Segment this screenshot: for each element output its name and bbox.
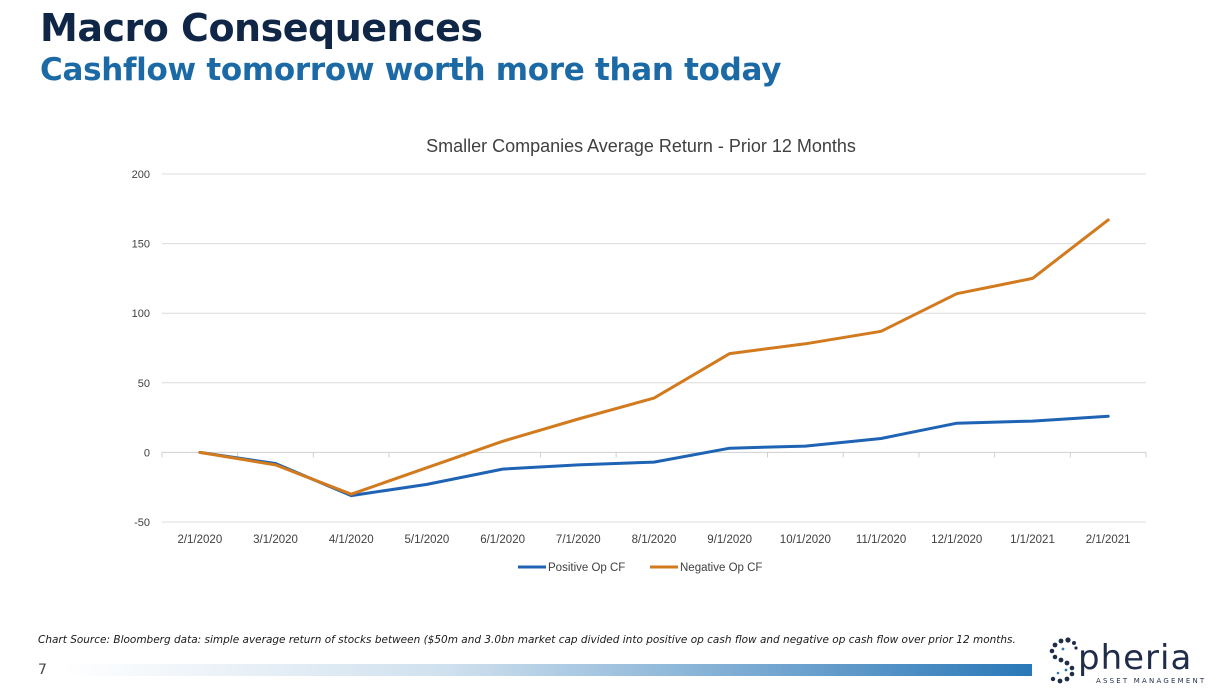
page-title: Macro Consequences — [40, 6, 483, 50]
chart-legend: Positive Op CF Negative Op CF — [518, 562, 762, 574]
spheria-s-logo-icon — [1049, 637, 1078, 684]
series-line-negative-op-cf — [198, 218, 1110, 496]
chart-source-note: Chart Source: Bloomberg data: simple ave… — [38, 634, 1016, 646]
x-tick-label: 3/1/2020 — [253, 534, 298, 546]
footer-gradient-bar — [62, 664, 1032, 676]
x-tick-label: 12/1/2020 — [931, 534, 982, 546]
x-tick-label: 7/1/2020 — [556, 534, 601, 546]
y-axis-ticks: -50 0 50 100 150 200 — [132, 169, 150, 529]
x-tick-label: 8/1/2020 — [632, 534, 677, 546]
page-subtitle: Cashflow tomorrow worth more than today — [40, 52, 782, 88]
x-tick-label: 6/1/2020 — [480, 534, 525, 546]
y-tick-label: 150 — [132, 239, 150, 251]
chart-title: Smaller Companies Average Return - Prior… — [426, 136, 856, 156]
x-tick-label: 5/1/2020 — [405, 534, 450, 546]
x-axis-ticks: 2/1/2020 3/1/2020 4/1/2020 5/1/2020 6/1/2020… — [177, 534, 1130, 546]
x-tick-label: 4/1/2020 — [329, 534, 374, 546]
legend-label: Negative Op CF — [680, 562, 762, 574]
series-line-positive-op-cf — [198, 414, 1110, 498]
x-tick-label: 11/1/2020 — [856, 534, 906, 546]
logo-wordmark: pheria — [1078, 638, 1193, 678]
y-tick-label: -50 — [134, 517, 150, 529]
x-tick-label: 10/1/2020 — [780, 534, 831, 546]
y-tick-label: 100 — [132, 308, 150, 320]
legend-label: Positive Op CF — [548, 562, 625, 574]
x-tick-label: 9/1/2020 — [707, 534, 752, 546]
x-tick-label: 2/1/2020 — [177, 534, 222, 546]
x-tick-label: 2/1/2021 — [1086, 534, 1131, 546]
x-tick-label: 1/1/2021 — [1010, 534, 1055, 546]
logo-tagline: ASSET MANAGEMENT — [1096, 677, 1207, 685]
spheria-logo: pheria ASSET MANAGEMENT — [1046, 637, 1218, 688]
y-tick-label: 50 — [138, 378, 150, 390]
chart-series — [198, 218, 1110, 498]
y-tick-label: 0 — [144, 447, 150, 459]
chart-gridlines — [161, 173, 1147, 523]
page-number: 7 — [38, 662, 47, 678]
y-tick-label: 200 — [132, 169, 150, 181]
